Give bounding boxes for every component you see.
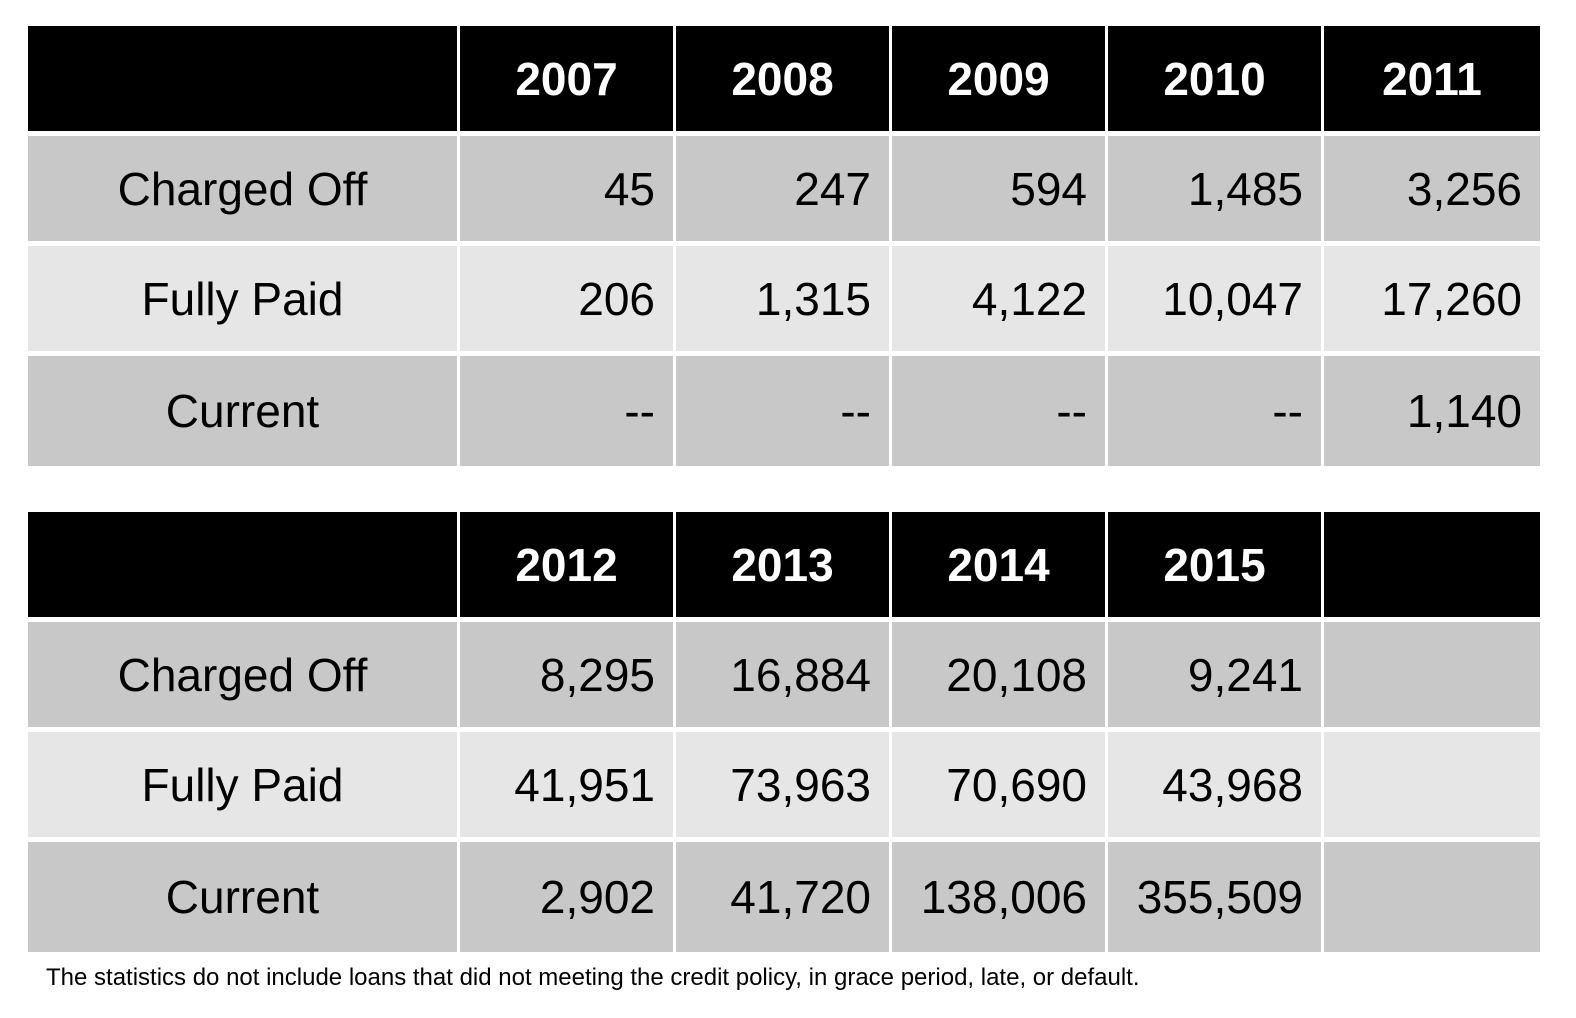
cell-fully-paid-2011: 17,260 [1324, 246, 1540, 356]
cell-charged-off-2014: 20,108 [892, 622, 1108, 732]
header-row: 2007 2008 2009 2010 2011 [28, 26, 1540, 136]
cell-current-2008: -- [676, 356, 892, 466]
loan-table-2007-2011: 2007 2008 2009 2010 2011 Charged Off 45 … [28, 26, 1540, 466]
header-year-2008: 2008 [676, 26, 892, 136]
cell-current-2013: 41,720 [676, 842, 892, 952]
cell-charged-off-2011: 3,256 [1324, 136, 1540, 246]
header-year-2011: 2011 [1324, 26, 1540, 136]
header-year-2009: 2009 [892, 26, 1108, 136]
cell-charged-off-2007: 45 [460, 136, 676, 246]
row-fully-paid: Fully Paid 41,951 73,963 70,690 43,968 [28, 732, 1540, 842]
row-fully-paid: Fully Paid 206 1,315 4,122 10,047 17,260 [28, 246, 1540, 356]
cell-current-2010: -- [1108, 356, 1324, 466]
header-year-2010: 2010 [1108, 26, 1324, 136]
header-year-2012: 2012 [460, 512, 676, 622]
row-label-current: Current [28, 842, 460, 952]
cell-charged-off-2010: 1,485 [1108, 136, 1324, 246]
row-label-fully-paid: Fully Paid [28, 246, 460, 356]
cell-current-2012: 2,902 [460, 842, 676, 952]
cell-fully-paid-2009: 4,122 [892, 246, 1108, 356]
footnote: The statistics do not include loans that… [46, 964, 1140, 991]
header-year-2015: 2015 [1108, 512, 1324, 622]
loan-table-2012-2015: 2012 2013 2014 2015 Charged Off 8,295 16… [28, 512, 1540, 952]
row-label-charged-off: Charged Off [28, 136, 460, 246]
cell-charged-off-2009: 594 [892, 136, 1108, 246]
cell-current-empty [1324, 842, 1540, 952]
row-current: Current -- -- -- -- 1,140 [28, 356, 1540, 466]
cell-fully-paid-2008: 1,315 [676, 246, 892, 356]
cell-fully-paid-empty [1324, 732, 1540, 842]
row-label-charged-off: Charged Off [28, 622, 460, 732]
cell-fully-paid-2010: 10,047 [1108, 246, 1324, 356]
cell-charged-off-2008: 247 [676, 136, 892, 246]
cell-charged-off-2015: 9,241 [1108, 622, 1324, 732]
cell-current-2015: 355,509 [1108, 842, 1324, 952]
cell-current-2014: 138,006 [892, 842, 1108, 952]
cell-charged-off-2012: 8,295 [460, 622, 676, 732]
cell-fully-paid-2007: 206 [460, 246, 676, 356]
cell-charged-off-empty [1324, 622, 1540, 732]
header-corner-cell [28, 26, 460, 136]
row-label-fully-paid: Fully Paid [28, 732, 460, 842]
cell-current-2009: -- [892, 356, 1108, 466]
header-year-2014: 2014 [892, 512, 1108, 622]
header-year-2013: 2013 [676, 512, 892, 622]
header-empty-cell [1324, 512, 1540, 622]
row-charged-off: Charged Off 8,295 16,884 20,108 9,241 [28, 622, 1540, 732]
header-corner-cell [28, 512, 460, 622]
cell-charged-off-2013: 16,884 [676, 622, 892, 732]
row-current: Current 2,902 41,720 138,006 355,509 [28, 842, 1540, 952]
cell-fully-paid-2013: 73,963 [676, 732, 892, 842]
header-year-2007: 2007 [460, 26, 676, 136]
cell-current-2007: -- [460, 356, 676, 466]
header-row: 2012 2013 2014 2015 [28, 512, 1540, 622]
cell-fully-paid-2012: 41,951 [460, 732, 676, 842]
row-charged-off: Charged Off 45 247 594 1,485 3,256 [28, 136, 1540, 246]
row-label-current: Current [28, 356, 460, 466]
cell-fully-paid-2015: 43,968 [1108, 732, 1324, 842]
cell-current-2011: 1,140 [1324, 356, 1540, 466]
cell-fully-paid-2014: 70,690 [892, 732, 1108, 842]
